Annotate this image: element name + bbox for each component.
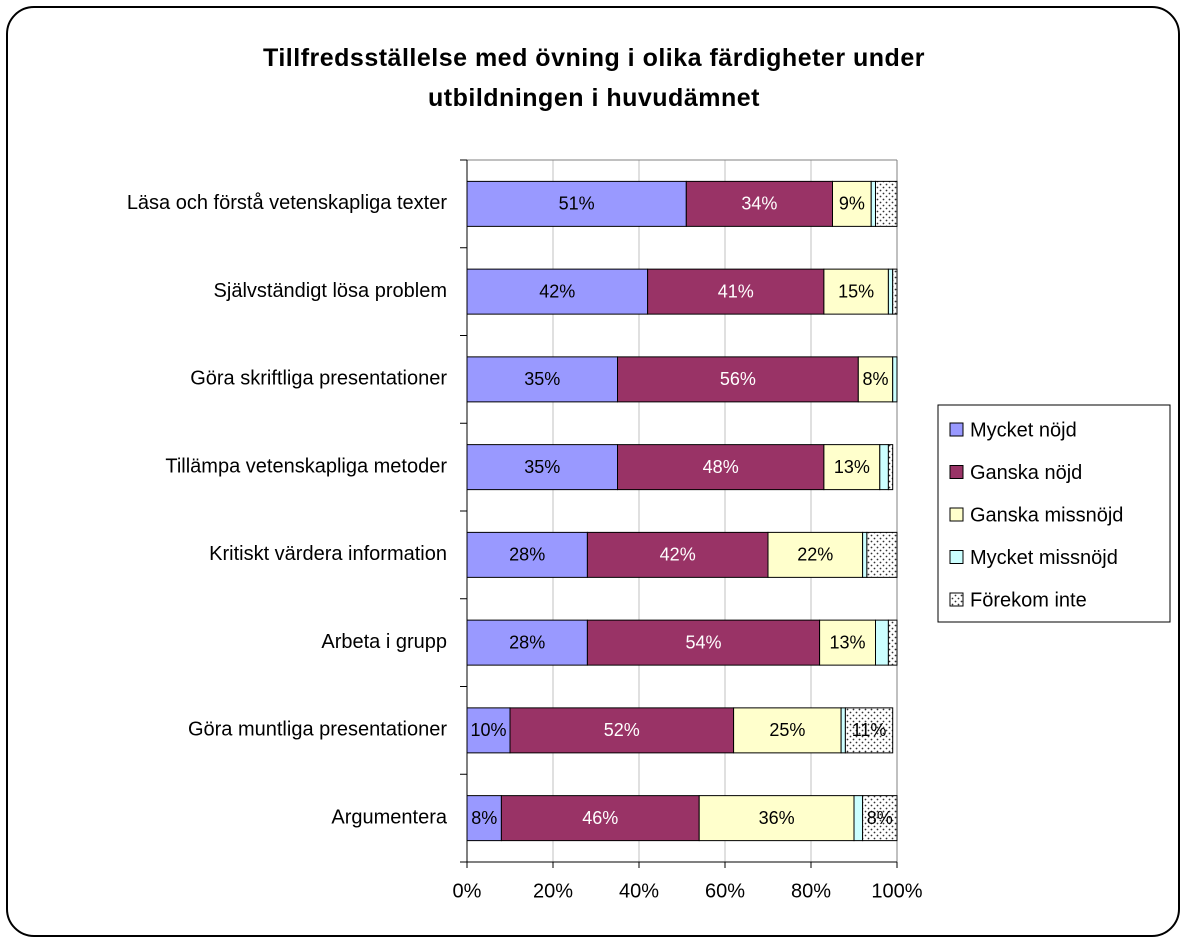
data-label: 42% <box>660 545 696 565</box>
bar-segment <box>509 707 735 754</box>
bar-segment <box>875 619 889 666</box>
data-label: 11% <box>852 720 887 740</box>
bar-segment <box>875 180 898 227</box>
x-tick-label: 60% <box>705 880 745 902</box>
y-tick-label: Läsa och förstå vetenskapliga texter <box>127 192 448 214</box>
data-label: 42% <box>539 281 575 301</box>
data-label: 54% <box>685 632 721 652</box>
x-tick-label: 0% <box>453 880 482 902</box>
data-label: 35% <box>524 369 560 389</box>
data-label: 13% <box>834 457 870 477</box>
legend-label: Ganska missnöjd <box>970 504 1123 526</box>
data-label: 28% <box>509 632 545 652</box>
legend-swatch <box>949 465 964 479</box>
data-label: 8% <box>862 369 888 389</box>
bar-segment <box>685 180 833 227</box>
y-tick-label: Tillämpa vetenskapliga metoder <box>165 455 447 477</box>
y-tick-label: Självständigt lösa problem <box>214 280 447 302</box>
bar-segment <box>819 619 876 666</box>
data-label: 51% <box>559 194 595 214</box>
legend-label: Förekom inte <box>970 589 1087 611</box>
bar-segment <box>853 795 864 842</box>
data-label: 36% <box>759 808 795 828</box>
y-tick-label: Kritiskt värdera information <box>209 543 447 565</box>
data-label: 46% <box>582 808 618 828</box>
bar-segment <box>617 356 859 403</box>
data-label: 28% <box>509 545 545 565</box>
legend-label: Mycket nöjd <box>970 419 1077 441</box>
data-label: 15% <box>838 281 874 301</box>
data-label: 13% <box>830 632 866 652</box>
data-label: 56% <box>720 369 756 389</box>
bar-segment <box>866 531 898 578</box>
bar-segment <box>840 707 846 754</box>
x-tick-label: 20% <box>533 880 573 902</box>
legend-label: Ganska nöjd <box>970 462 1082 484</box>
x-tick-label: 40% <box>619 880 659 902</box>
bar-segment <box>857 356 894 403</box>
bar-segment <box>862 531 868 578</box>
bar-segment <box>586 619 821 666</box>
data-label: 34% <box>741 194 777 214</box>
data-label: 8% <box>471 808 497 828</box>
legend-swatch <box>949 507 964 522</box>
bar-segment <box>870 180 877 227</box>
y-tick-label: Göra muntliga presentationer <box>188 719 447 741</box>
x-tick-label: 100% <box>871 880 922 902</box>
data-label: 22% <box>797 545 833 565</box>
x-tick-label: 80% <box>791 880 831 902</box>
legend-swatch <box>949 422 964 437</box>
data-label: 25% <box>769 720 805 740</box>
data-label: 41% <box>718 281 754 301</box>
y-tick-label: Arbeta i grupp <box>321 631 447 653</box>
bar-segment <box>698 795 855 842</box>
legend-label: Mycket missnöjd <box>970 547 1118 569</box>
bar-segment <box>887 444 894 491</box>
bar-segment <box>887 268 894 315</box>
data-label: 8% <box>867 808 893 828</box>
bar-segment <box>892 356 898 403</box>
y-tick-label: Göra skriftliga presentationer <box>190 368 447 390</box>
bar-segment <box>647 268 825 315</box>
bar-segment <box>844 707 894 754</box>
bar-segment <box>466 444 618 491</box>
y-tick-label: Argumentera <box>331 806 447 828</box>
bar-segment <box>733 707 842 754</box>
chart-frame <box>6 6 1180 937</box>
data-label: 35% <box>524 457 560 477</box>
bar-segment <box>586 531 769 578</box>
bar-segment <box>879 444 889 491</box>
bar-segment <box>823 268 889 315</box>
data-label: 10% <box>470 720 506 740</box>
legend-swatch <box>949 550 964 564</box>
bar-segment <box>862 795 898 842</box>
bar-segment <box>887 619 898 666</box>
data-label: 9% <box>839 194 865 214</box>
bar-segment <box>767 531 864 578</box>
data-label: 52% <box>604 720 640 740</box>
bar-segment <box>892 268 898 315</box>
legend-swatch <box>949 592 964 607</box>
data-label: 48% <box>703 457 739 477</box>
legend-box <box>937 404 1171 623</box>
bar-segment <box>466 619 588 666</box>
chart-title: Tillfredsställelse med övning i olika fä… <box>263 44 925 112</box>
bar-segment <box>466 795 502 842</box>
bar-segment <box>500 795 700 842</box>
